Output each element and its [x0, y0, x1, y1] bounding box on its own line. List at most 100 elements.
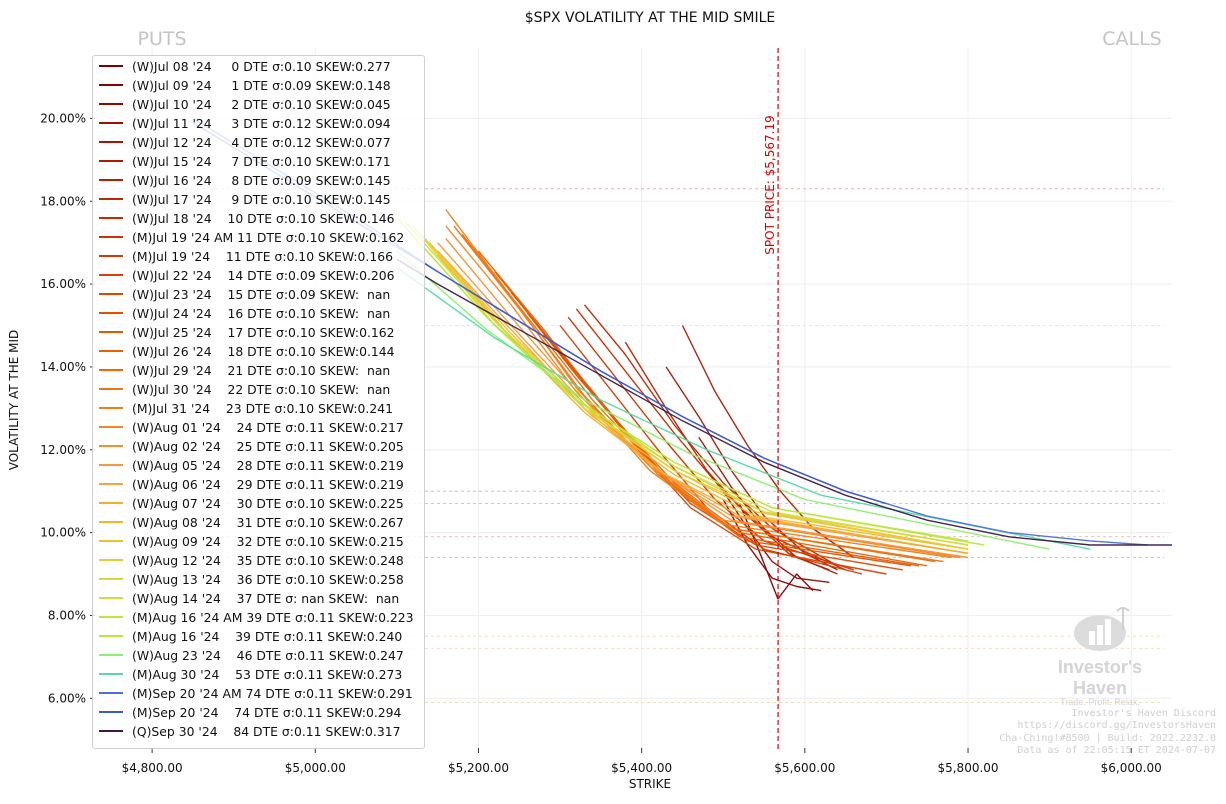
- legend-label: (W)Aug 13 '24 36 DTE σ:0.10 SKEW:0.258: [132, 571, 404, 587]
- legend-item: (W)Aug 07 '24 30 DTE σ:0.10 SKEW:0.225: [99, 494, 404, 512]
- investors-haven-logo: Investor's Haven Trade. Profit. Relax.: [1030, 605, 1170, 707]
- legend-swatch: [99, 673, 123, 675]
- legend-swatch: [99, 312, 123, 314]
- legend-label: (W)Aug 23 '24 46 DTE σ:0.11 SKEW:0.247: [132, 647, 404, 663]
- legend-swatch: [99, 692, 123, 694]
- legend-label: (M)Sep 20 '24 AM 74 DTE σ:0.11 SKEW:0.29…: [132, 685, 413, 701]
- legend-swatch: [99, 711, 123, 713]
- legend-item: (W)Jul 18 '24 10 DTE σ:0.10 SKEW:0.146: [99, 209, 395, 227]
- legend-swatch: [99, 426, 123, 428]
- series-line: [681, 325, 855, 559]
- legend-label: (M)Jul 19 '24 AM 11 DTE σ:0.10 SKEW:0.16…: [132, 229, 405, 245]
- legend-item: (W)Jul 22 '24 14 DTE σ:0.09 SKEW:0.206: [99, 266, 395, 284]
- x-tick-label: $6,000.00: [1101, 761, 1162, 775]
- legend-label: (M)Aug 16 '24 AM 39 DTE σ:0.11 SKEW:0.22…: [132, 609, 414, 625]
- legend-label: (W)Aug 06 '24 29 DTE σ:0.11 SKEW:0.219: [132, 476, 404, 492]
- legend-item: (W)Aug 14 '24 37 DTE σ: nan SKEW: nan: [99, 589, 399, 607]
- legend-label: (W)Jul 25 '24 17 DTE σ:0.10 SKEW:0.162: [132, 324, 395, 340]
- puts-label: PUTS: [137, 28, 186, 50]
- legend-swatch: [99, 122, 123, 124]
- legend-swatch: [99, 445, 123, 447]
- legend-item: (W)Jul 23 '24 15 DTE σ:0.09 SKEW: nan: [99, 285, 390, 303]
- legend-item: (W)Jul 10 '24 2 DTE σ:0.10 SKEW:0.045: [99, 95, 391, 113]
- legend-label: (W)Aug 01 '24 24 DTE σ:0.11 SKEW:0.217: [132, 419, 404, 435]
- watermark-line: Investor's Haven Discord: [1071, 708, 1217, 719]
- legend-item: (W)Jul 17 '24 9 DTE σ:0.10 SKEW:0.145: [99, 190, 391, 208]
- legend-item: (M)Sep 20 '24 74 DTE σ:0.11 SKEW:0.294: [99, 703, 401, 721]
- legend-label: (W)Jul 24 '24 16 DTE σ:0.10 SKEW: nan: [132, 305, 391, 321]
- legend-swatch: [99, 578, 123, 580]
- x-tick-label: $5,000.00: [285, 761, 346, 775]
- legend-item: (W)Jul 08 '24 0 DTE σ:0.10 SKEW:0.277: [99, 57, 391, 75]
- legend-label: (W)Jul 30 '24 22 DTE σ:0.10 SKEW: nan: [132, 381, 391, 397]
- watermark: Investor's Haven Discord https://discord…: [999, 708, 1216, 758]
- x-tick-label: $5,400.00: [611, 761, 672, 775]
- legend-swatch: [99, 483, 123, 485]
- legend-swatch: [99, 217, 123, 219]
- y-tick-label: 20.00%: [40, 111, 86, 125]
- legend-label: (W)Aug 02 '24 25 DTE σ:0.11 SKEW:0.205: [132, 438, 404, 454]
- x-axis-label: STRIKE: [629, 777, 671, 791]
- legend-item: (W)Jul 29 '24 21 DTE σ:0.10 SKEW: nan: [99, 361, 390, 379]
- watermark-line: https://discord.gg/InvestorsHaven: [1017, 720, 1216, 732]
- legend-swatch: [99, 540, 123, 542]
- logo-name: Investor's Haven: [1057, 657, 1143, 698]
- legend-label: (W)Jul 29 '24 21 DTE σ:0.10 SKEW: nan: [132, 362, 391, 378]
- legend-swatch: [99, 616, 123, 618]
- legend-label: (W)Aug 05 '24 28 DTE σ:0.11 SKEW:0.219: [132, 457, 404, 473]
- legend-label: (W)Aug 07 '24 30 DTE σ:0.10 SKEW:0.225: [132, 495, 404, 511]
- legend-item: (W)Jul 26 '24 18 DTE σ:0.10 SKEW:0.144: [99, 342, 395, 360]
- legend-item: (W)Jul 25 '24 17 DTE σ:0.10 SKEW:0.162: [99, 323, 395, 341]
- legend-swatch: [99, 65, 123, 67]
- series-line: [396, 258, 1172, 546]
- legend-label: (M)Aug 16 '24 39 DTE σ:0.11 SKEW:0.240: [132, 628, 403, 644]
- series-line: [445, 238, 969, 559]
- y-tick-label: 18.00%: [40, 194, 86, 208]
- legend-swatch: [99, 407, 123, 409]
- legend-swatch: [99, 369, 123, 371]
- legend-swatch: [99, 388, 123, 390]
- legend-label: (W)Aug 12 '24 35 DTE σ:0.10 SKEW:0.248: [132, 552, 404, 568]
- legend-swatch: [99, 331, 123, 333]
- legend-item: (M)Aug 16 '24 39 DTE σ:0.11 SKEW:0.240: [99, 627, 402, 645]
- legend-label: (W)Jul 08 '24 0 DTE σ:0.10 SKEW:0.277: [132, 58, 391, 74]
- legend-label: (W)Aug 09 '24 32 DTE σ:0.10 SKEW:0.215: [132, 533, 404, 549]
- legend-label: (W)Jul 22 '24 14 DTE σ:0.09 SKEW:0.206: [132, 267, 395, 283]
- legend-label: (W)Jul 11 '24 3 DTE σ:0.12 SKEW:0.094: [132, 115, 391, 131]
- legend-swatch: [99, 274, 123, 276]
- legend-swatch: [99, 464, 123, 466]
- legend-item: (W)Aug 02 '24 25 DTE σ:0.11 SKEW:0.205: [99, 437, 404, 455]
- legend-item: (M)Jul 19 '24 11 DTE σ:0.10 SKEW:0.166: [99, 247, 393, 265]
- legend-swatch: [99, 141, 123, 143]
- series-line: [477, 250, 928, 567]
- series-line: [396, 250, 1050, 550]
- legend-item: (W)Jul 09 '24 1 DTE σ:0.09 SKEW:0.148: [99, 76, 391, 94]
- legend-label: (W)Jul 23 '24 15 DTE σ:0.09 SKEW: nan: [132, 286, 391, 302]
- legend-swatch: [99, 730, 123, 732]
- legend-label: (W)Jul 15 '24 7 DTE σ:0.10 SKEW:0.171: [132, 153, 391, 169]
- chart-title: $SPX VOLATILITY AT THE MID SMILE: [525, 10, 775, 26]
- x-tick-label: $5,600.00: [774, 761, 835, 775]
- legend-swatch: [99, 255, 123, 257]
- legend-item: (W)Jul 30 '24 22 DTE σ:0.10 SKEW: nan: [99, 380, 390, 398]
- series-line: [526, 312, 903, 571]
- legend-item: (W)Aug 09 '24 32 DTE σ:0.10 SKEW:0.215: [99, 532, 404, 550]
- series-line: [575, 308, 846, 571]
- legend-swatch: [99, 597, 123, 599]
- legend-label: (M)Sep 20 '24 74 DTE σ:0.11 SKEW:0.294: [132, 704, 402, 720]
- x-tick-label: $5,800.00: [937, 761, 998, 775]
- legend-swatch: [99, 103, 123, 105]
- legend-label: (W)Jul 26 '24 18 DTE σ:0.10 SKEW:0.144: [132, 343, 395, 359]
- series-line: [437, 250, 969, 550]
- legend-label: (M)Jul 19 '24 11 DTE σ:0.10 SKEW:0.166: [132, 248, 394, 264]
- legend-label: (W)Jul 17 '24 9 DTE σ:0.10 SKEW:0.145: [132, 191, 391, 207]
- watermark-line: Cha-Ching!#8500 | Build: 2022.2232.0: [999, 732, 1216, 744]
- legend-item: (W)Aug 01 '24 24 DTE σ:0.11 SKEW:0.217: [99, 418, 404, 436]
- legend-item: (W)Aug 13 '24 36 DTE σ:0.10 SKEW:0.258: [99, 570, 404, 588]
- legend-label: (W)Jul 18 '24 10 DTE σ:0.10 SKEW:0.146: [132, 210, 395, 226]
- y-tick-label: 10.00%: [40, 526, 86, 540]
- legend-item: (W)Aug 05 '24 28 DTE σ:0.11 SKEW:0.219: [99, 456, 404, 474]
- series-line: [453, 225, 944, 563]
- legend-item: (W)Aug 06 '24 29 DTE σ:0.11 SKEW:0.219: [99, 475, 404, 493]
- legend-item: (M)Aug 30 '24 53 DTE σ:0.11 SKEW:0.273: [99, 665, 402, 683]
